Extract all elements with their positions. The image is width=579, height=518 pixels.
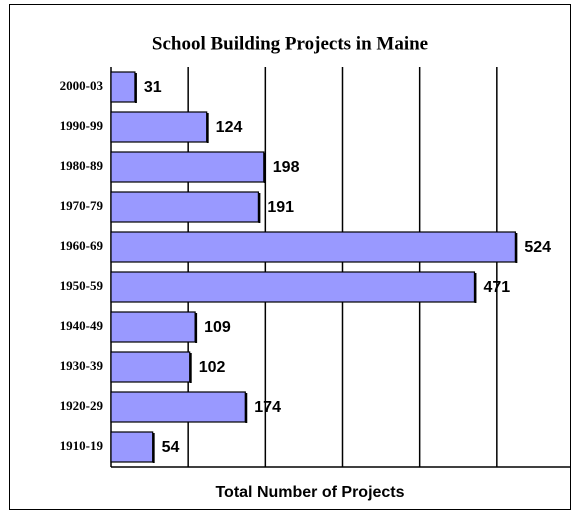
bar	[110, 311, 196, 343]
bar	[110, 191, 259, 223]
bar	[110, 231, 516, 263]
value-label: 524	[524, 239, 551, 256]
y-tick-label: 1970-79	[60, 198, 104, 213]
y-tick-label: 1920-29	[60, 398, 104, 413]
bar	[110, 111, 208, 143]
bar-shadow	[474, 273, 477, 303]
bar-shadow	[134, 73, 137, 103]
bar-shadow	[515, 233, 518, 263]
bar	[110, 391, 246, 423]
value-label: 124	[216, 119, 243, 136]
bar-shadow	[195, 313, 198, 343]
y-tick-label: 1930-39	[60, 358, 104, 373]
value-label: 191	[267, 199, 294, 216]
bar-shadow	[263, 153, 266, 183]
bar	[110, 271, 476, 303]
value-label: 31	[144, 79, 162, 96]
y-tick-label: 1910-19	[60, 438, 104, 453]
bar	[110, 151, 265, 183]
bar	[110, 431, 154, 463]
chart-title: School Building Projects in Maine	[152, 33, 428, 54]
bar	[110, 351, 191, 383]
value-label: 174	[254, 399, 281, 416]
bar-shadow	[152, 433, 155, 463]
y-tick-label: 1940-49	[60, 318, 104, 333]
x-axis-label: Total Number of Projects	[215, 484, 404, 501]
bar-shadow	[189, 353, 192, 383]
value-label: 54	[162, 439, 180, 456]
y-tick-label: 1960-69	[60, 238, 104, 253]
bar-shadow	[258, 193, 261, 223]
value-label: 109	[204, 319, 231, 336]
y-tick-label: 1950-59	[60, 278, 104, 293]
y-tick-label: 2000-03	[60, 78, 104, 93]
value-label: 198	[273, 159, 300, 176]
value-label: 471	[483, 279, 510, 296]
bar-shadow	[206, 113, 209, 143]
bar	[110, 71, 136, 103]
value-label: 102	[199, 359, 226, 376]
y-tick-label: 1990-99	[60, 118, 104, 133]
bar-shadow	[245, 393, 248, 423]
y-tick-label: 1980-89	[60, 158, 104, 173]
